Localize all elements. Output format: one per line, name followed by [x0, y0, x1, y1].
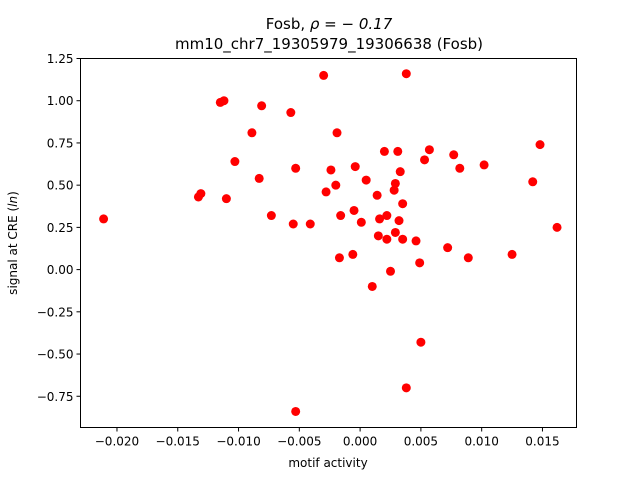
chart-title-prefix: Fosb,: [266, 15, 310, 33]
x-tick-label: −0.015: [156, 435, 200, 449]
plot-frame: [80, 58, 577, 428]
y-tick-label: 0.50: [47, 179, 74, 193]
data-point: [386, 266, 395, 276]
data-point: [372, 190, 382, 200]
y-axis-ticks: −0.75 −0.50 −0.25 0.00 0.25 0.50 0.75 1.00 1.25: [37, 52, 81, 404]
data-point: [507, 249, 517, 259]
y-tick-label: 0.00: [47, 263, 74, 277]
data-point: [291, 406, 301, 416]
data-point: [420, 155, 430, 165]
data-point: [455, 163, 465, 173]
x-tick-label: −0.005: [277, 435, 321, 449]
data-point: [443, 243, 453, 253]
y-tick-label: 1.00: [47, 94, 74, 108]
data-point: [336, 211, 346, 221]
data-point: [286, 108, 296, 118]
data-point: [361, 175, 371, 185]
data-point: [99, 214, 109, 224]
points-layer: [99, 69, 562, 416]
data-point: [479, 160, 489, 170]
x-tick-label: 0.015: [525, 435, 559, 449]
x-tick-label: 0.000: [343, 435, 377, 449]
data-point: [393, 146, 403, 156]
data-point: [552, 222, 562, 232]
data-point: [266, 211, 276, 221]
data-point: [415, 258, 425, 268]
y-tick-label: 1.25: [47, 52, 74, 66]
data-point: [411, 236, 421, 246]
y-tick-label: 0.75: [47, 136, 74, 150]
data-point: [398, 234, 408, 244]
data-point: [348, 249, 358, 259]
data-point: [321, 187, 331, 197]
x-tick-label: −0.020: [95, 435, 139, 449]
data-point: [394, 216, 404, 226]
data-point: [382, 234, 392, 244]
x-tick-label: −0.010: [216, 435, 260, 449]
data-point: [349, 205, 359, 215]
data-point: [334, 253, 344, 263]
x-axis-label: motif activity: [288, 456, 367, 470]
data-point: [291, 163, 301, 173]
data-point: [219, 96, 229, 106]
data-point: [535, 140, 545, 150]
data-point: [288, 219, 298, 229]
data-point: [367, 281, 377, 291]
data-point: [373, 231, 383, 241]
data-point: [221, 194, 231, 204]
data-point: [254, 173, 264, 183]
data-point: [356, 217, 366, 227]
x-tick-label: 0.005: [404, 435, 438, 449]
y-axis-label-suffix: ): [6, 191, 20, 196]
x-tick-label: 0.010: [464, 435, 498, 449]
data-point: [319, 70, 329, 80]
data-point: [257, 101, 267, 111]
data-point: [350, 162, 360, 172]
y-axis-label: signal at CRE (ln): [6, 191, 20, 295]
data-point: [326, 165, 336, 175]
data-point: [424, 145, 434, 155]
data-point: [390, 178, 400, 188]
data-point: [382, 211, 392, 221]
data-point: [401, 69, 411, 79]
data-point: [398, 199, 408, 209]
data-point: [528, 177, 538, 187]
chart-subtitle: mm10_chr7_19305979_19306638 (Fosb): [175, 35, 483, 54]
data-point: [395, 167, 405, 177]
data-point: [389, 185, 399, 195]
y-tick-label: −0.75: [37, 390, 74, 404]
data-point: [332, 128, 342, 138]
y-tick-label: −0.25: [37, 305, 74, 319]
data-point: [247, 128, 257, 138]
data-point: [401, 383, 411, 393]
data-point: [331, 180, 341, 190]
y-tick-label: 0.25: [47, 221, 74, 235]
y-axis-label-italic: ln: [6, 196, 20, 207]
data-point: [230, 157, 240, 167]
data-point: [463, 253, 473, 263]
data-point: [416, 337, 426, 347]
data-point: [390, 227, 400, 237]
y-tick-label: −0.50: [37, 348, 74, 362]
data-point: [375, 214, 385, 224]
chart-title-rho: ρ = − 0.17: [310, 15, 393, 33]
data-point: [196, 189, 206, 199]
chart-title: Fosb, ρ = − 0.17: [266, 15, 393, 33]
y-axis-label-prefix: signal at CRE (: [6, 207, 20, 295]
data-point: [449, 150, 459, 160]
data-point: [379, 146, 389, 156]
x-axis-ticks: −0.020 −0.015 −0.010 −0.005 0.000 0.005 0.010 0…: [95, 427, 560, 449]
data-point: [305, 219, 315, 229]
